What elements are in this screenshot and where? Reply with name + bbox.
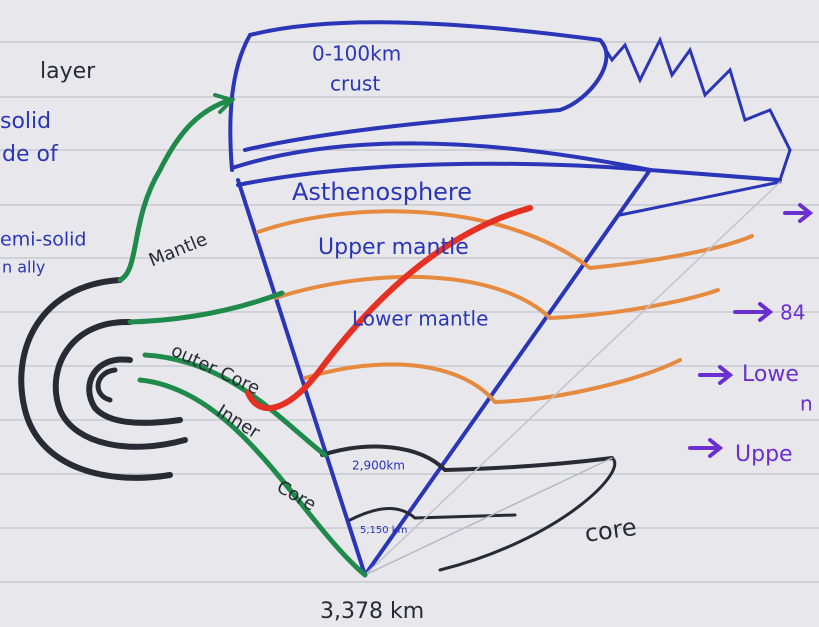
lower-mantle-label: Lower mantle bbox=[352, 307, 488, 331]
crust-depth: 0-100km bbox=[312, 42, 401, 66]
right-note: n bbox=[800, 392, 813, 416]
asthenosphere-label: Asthenosphere bbox=[292, 178, 472, 206]
right-note: 84 bbox=[780, 301, 805, 325]
upper-mantle-label: Upper mantle bbox=[318, 235, 469, 260]
diagram: layer solid de of emi-solid n ally 0-100… bbox=[0, 0, 819, 627]
crust-label: crust bbox=[330, 72, 380, 96]
left-note: emi-solid bbox=[0, 229, 86, 251]
depth-label: 5,150 km bbox=[360, 525, 407, 536]
right-note: Lowe bbox=[742, 362, 799, 387]
right-note: Uppe bbox=[735, 442, 793, 467]
left-note: de of bbox=[2, 142, 59, 167]
left-note: solid bbox=[0, 109, 51, 134]
left-note: layer bbox=[40, 59, 96, 84]
bottom-depth: 3,378 km bbox=[320, 599, 424, 624]
depth-label: 2,900km bbox=[352, 459, 405, 473]
left-note: n ally bbox=[2, 258, 45, 277]
